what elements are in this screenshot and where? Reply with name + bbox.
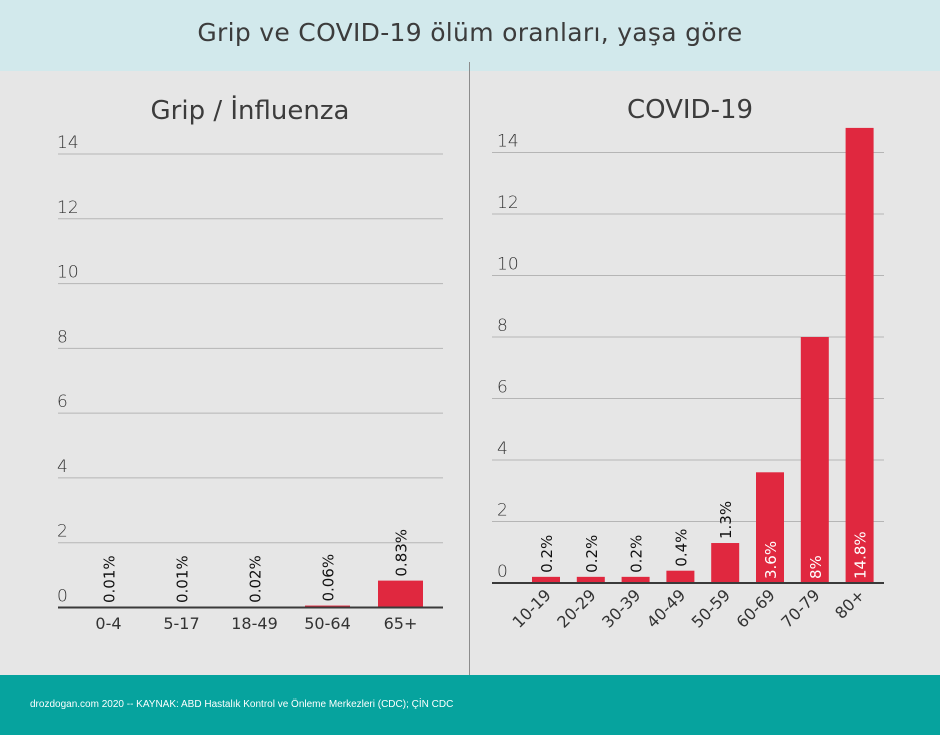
- chart-title: Grip / İnfluenza: [151, 94, 350, 126]
- y-tick-label: 6: [57, 392, 68, 412]
- y-tick-label: 10: [497, 255, 519, 275]
- data-label: 1.3%: [717, 501, 735, 539]
- bar: [621, 576, 650, 583]
- y-tick-label: 0: [497, 562, 508, 582]
- y-tick-label: 2: [57, 522, 68, 542]
- x-tick-label: 0-4: [95, 614, 121, 633]
- x-tick-label: 5-17: [163, 614, 199, 633]
- footer-band: drozdogan.com 2020 -- KAYNAK: ABD Hastal…: [0, 675, 940, 735]
- bar: [800, 337, 829, 583]
- x-tick-label: 50-64: [304, 614, 351, 633]
- y-tick-label: 2: [497, 501, 508, 521]
- data-label: 0.02%: [247, 555, 265, 603]
- source-note: drozdogan.com 2020 -- KAYNAK: ABD Hastal…: [30, 699, 454, 710]
- page-title: Grip ve COVID-19 ölüm oranları, yaşa gör…: [197, 18, 743, 47]
- y-tick-label: 0: [57, 587, 68, 607]
- chart-title: COVID-19: [627, 95, 753, 125]
- data-label: 0.83%: [393, 529, 411, 577]
- y-tick-label: 4: [57, 457, 68, 477]
- data-label: 3.6%: [762, 541, 780, 579]
- y-tick-label: 4: [497, 439, 508, 459]
- header-band: Grip ve COVID-19 ölüm oranları, yaşa gör…: [0, 0, 940, 71]
- y-tick-label: 12: [497, 193, 519, 213]
- y-tick-label: 6: [497, 378, 508, 398]
- x-tick-label: 20-29: [553, 585, 599, 631]
- covid-chart: COVID-19 0 2 4 6 8 10 12 14 0.2% 10-19 0.2% 20-29 0.2…: [492, 95, 884, 632]
- data-label: 0.4%: [672, 529, 690, 567]
- data-label: 0.01%: [101, 555, 119, 603]
- panel-divider: [469, 62, 470, 675]
- data-label: 0.06%: [320, 554, 338, 602]
- data-label: 0.01%: [174, 555, 192, 603]
- bar: [845, 127, 874, 584]
- bar: [711, 543, 740, 583]
- x-tick-label: 50-59: [688, 585, 734, 631]
- bar: [756, 472, 784, 583]
- data-label: 0.2%: [583, 535, 601, 573]
- x-tick-label: 40-49: [643, 585, 689, 631]
- data-label: 0.2%: [628, 535, 646, 573]
- y-tick-label: 12: [57, 198, 79, 218]
- bar: [666, 570, 695, 583]
- x-tick-label: 60-69: [733, 585, 779, 631]
- x-tick-label: 30-39: [598, 585, 644, 631]
- flu-chart: Grip / İnfluenza 0 2 4 6 8 10 12 14 0.01% 0-4 0.01%…: [57, 94, 443, 633]
- x-tick-label: 10-19: [509, 585, 555, 631]
- data-label: 0.2%: [538, 535, 556, 573]
- y-tick-label: 14: [497, 132, 519, 152]
- x-tick-label: 18-49: [231, 614, 278, 633]
- x-tick-label: 65+: [384, 614, 418, 633]
- bar: [378, 580, 423, 608]
- data-label: 8%: [807, 555, 825, 579]
- bar: [532, 576, 560, 583]
- y-tick-label: 10: [57, 263, 79, 283]
- y-tick-label: 8: [57, 327, 68, 347]
- x-tick-label: 80+: [831, 585, 868, 622]
- data-label: 14.8%: [852, 531, 870, 579]
- y-tick-label: 14: [57, 133, 79, 153]
- bar: [576, 576, 605, 583]
- y-tick-label: 8: [497, 316, 508, 336]
- x-tick-label: 70-79: [777, 585, 823, 631]
